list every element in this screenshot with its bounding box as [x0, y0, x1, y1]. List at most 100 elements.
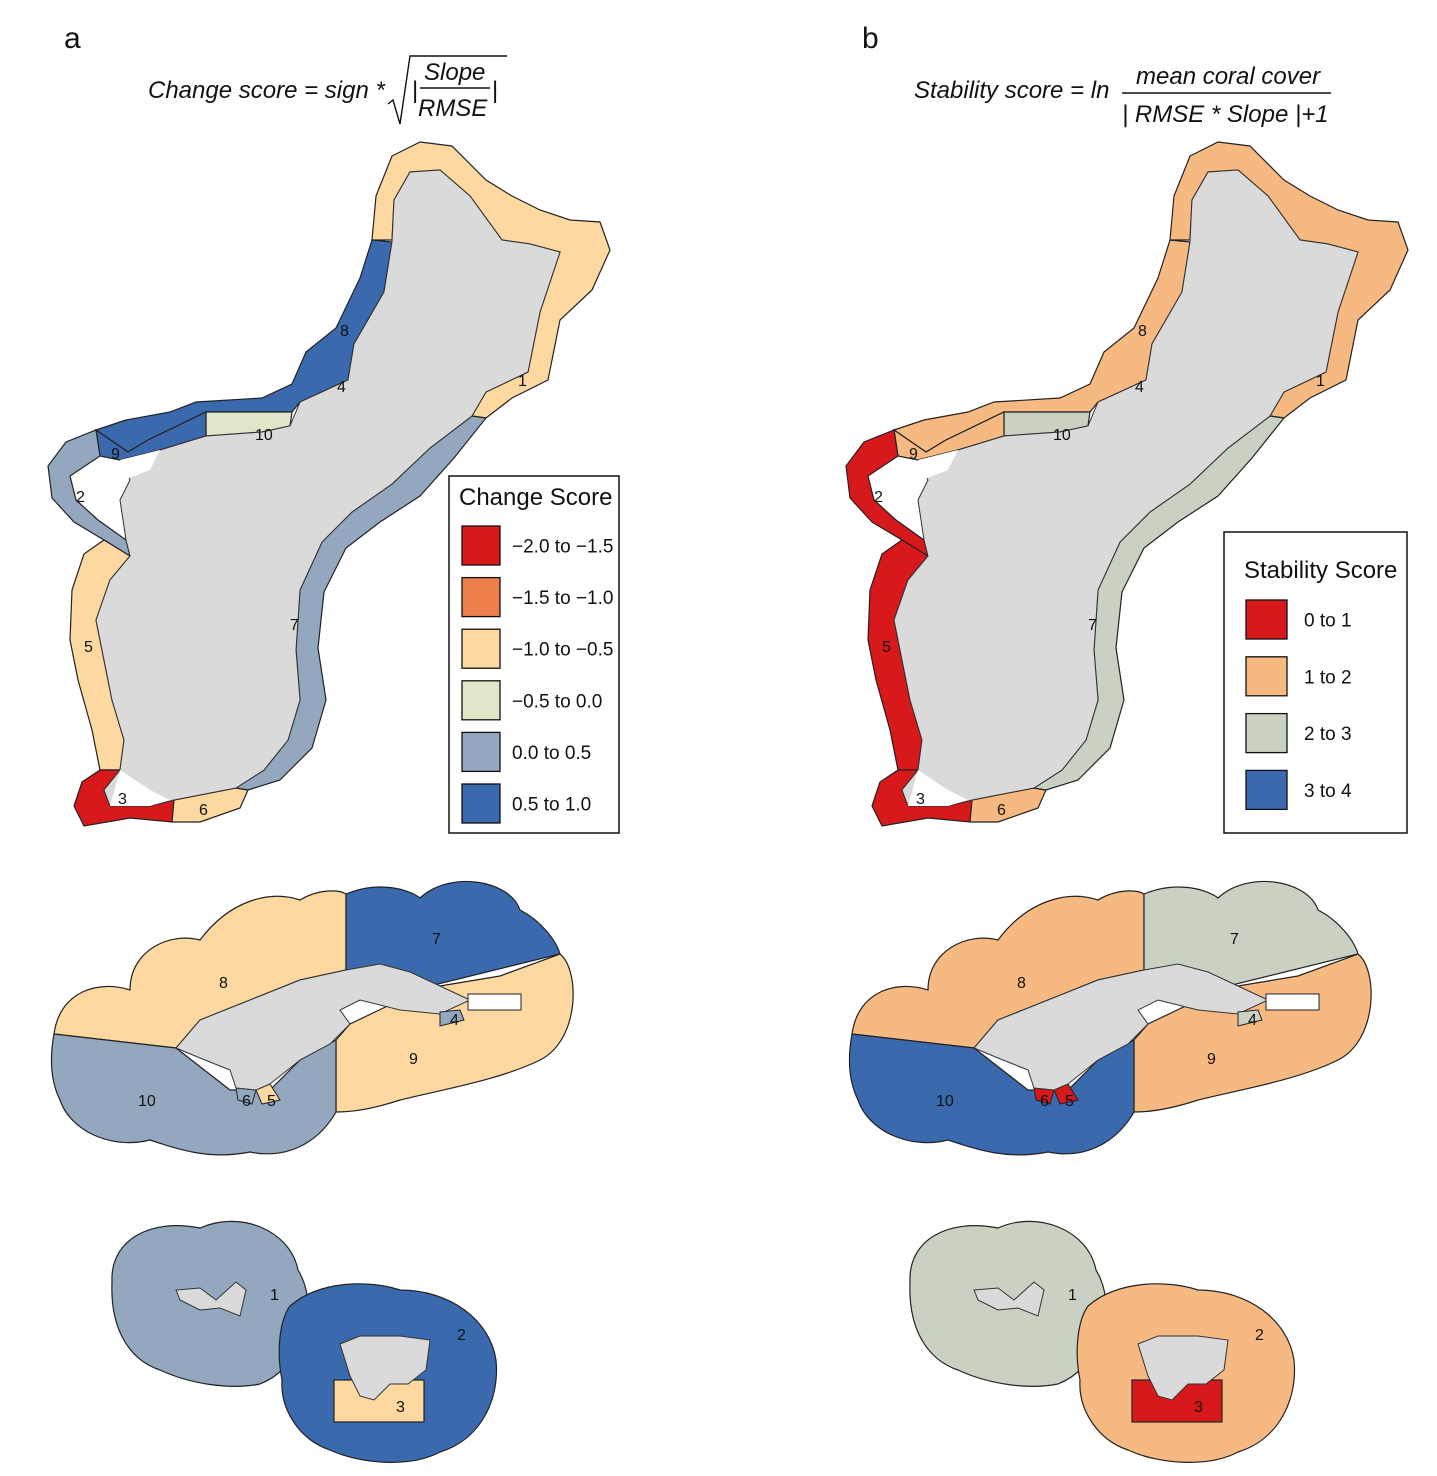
manua-label-1: 1 — [1068, 1287, 1077, 1304]
tutuila-map-b: 4 5 6 7 8 9 10 — [848, 880, 1372, 1156]
guam-label-2: 2 — [76, 489, 85, 506]
tutuila-label-7: 7 — [1230, 931, 1239, 948]
manua-map-a: 1 2 3 — [111, 1220, 498, 1463]
panel-a-letter: a — [64, 22, 81, 55]
tutuila-label-5: 5 — [1065, 1093, 1074, 1110]
legend-b-label-3: 2 to 3 — [1304, 724, 1352, 745]
legend-a-label-4: −0.5 to 0.0 — [512, 691, 602, 712]
guam-label-2: 2 — [874, 489, 883, 506]
guam-white-lagoon-north — [918, 450, 958, 480]
guam-label-10: 10 — [1053, 427, 1071, 444]
tutuila-label-4: 4 — [1248, 1012, 1257, 1029]
legend-b: Stability Score 0 to 1 1 to 2 2 to 3 3 to 4 — [1223, 531, 1408, 834]
guam-label-9: 9 — [909, 446, 918, 463]
formula-a-star: * — [369, 77, 386, 104]
legend-a-swatch-4 — [461, 680, 501, 721]
ofu-olosega-land — [175, 1281, 247, 1317]
formula-a-numerator: Slope — [424, 59, 485, 86]
guam-label-9: 9 — [111, 446, 120, 463]
manua-map-b: 1 2 3 — [909, 1220, 1296, 1463]
legend-a-swatch-6 — [461, 783, 501, 824]
legend-b-label-4: 3 to 4 — [1304, 781, 1352, 802]
panel-b: b Stability score = ln mean coral cover … — [845, 22, 1409, 1463]
manua-label-2: 2 — [457, 1327, 466, 1344]
guam-label-4: 4 — [1135, 379, 1144, 396]
manua-label-3: 3 — [1194, 1399, 1203, 1416]
tutuila-region-7 — [345, 880, 561, 987]
legend-b-label-1: 0 to 1 — [1304, 611, 1352, 632]
guam-label-5: 5 — [882, 639, 891, 656]
svg-text:| RMSE * Slope |+1: | RMSE * Slope |+1 — [1122, 101, 1329, 128]
svg-text:Change score = sign *: Change score = sign * — [148, 77, 385, 104]
stability-score-formula: Stability score = ln mean coral cover | … — [914, 63, 1331, 128]
legend-a-swatch-5 — [461, 731, 501, 773]
guam-label-8: 8 — [340, 323, 349, 340]
tutuila-label-6: 6 — [1040, 1093, 1049, 1110]
manua-label-3: 3 — [396, 1399, 405, 1416]
formula-a-abs-left: | — [412, 77, 418, 104]
panel-b-letter: b — [862, 22, 879, 55]
tutuila-label-10: 10 — [936, 1093, 954, 1110]
tutuila-region-8 — [851, 890, 1145, 1049]
formula-b-den-right: |+1 — [1288, 101, 1328, 128]
tutuila-region-10 — [848, 1033, 1135, 1156]
guam-label-6: 6 — [199, 802, 208, 819]
formula-b-ln: ln — [1091, 77, 1110, 104]
formula-a-abs-right: | — [492, 77, 498, 104]
guam-label-5: 5 — [84, 639, 93, 656]
formula-b-eq: = — [1063, 77, 1090, 104]
guam-label-7: 7 — [1088, 617, 1097, 634]
legend-b-items: 0 to 1 1 to 2 2 to 3 3 to 4 — [1245, 599, 1352, 811]
tutuila-label-9: 9 — [409, 1051, 418, 1068]
guam-map-b: 1 2 3 4 5 6 7 8 9 10 — [845, 141, 1409, 827]
guam-white-lagoon-south — [908, 770, 968, 806]
guam-white-lagoon-north — [120, 450, 160, 480]
legend-a: Change Score −2.0 to −1.5 −1.5 to −1.0 −1.… — [448, 475, 620, 834]
aunuu-inset-box — [467, 993, 522, 1011]
tutuila-land — [973, 963, 1270, 1091]
guam-map-a: 1 2 3 4 5 6 7 8 9 10 — [47, 141, 611, 827]
tutuila-region-4 — [1237, 1009, 1263, 1027]
legend-a-swatch-1 — [461, 525, 501, 566]
ofu-olosega-land — [973, 1281, 1045, 1317]
tutuila-map-a: 4 5 6 7 8 9 10 — [50, 880, 574, 1156]
formula-a-sign: sign — [325, 77, 369, 104]
manua-label-2: 2 — [1255, 1327, 1264, 1344]
tutuila-label-10: 10 — [138, 1093, 156, 1110]
tutuila-label-7: 7 — [432, 931, 441, 948]
legend-a-items: −2.0 to −1.5 −1.5 to −1.0 −1.0 to −0.5 −0.5… — [461, 525, 613, 824]
aunuu-inset-box — [1265, 993, 1320, 1011]
legend-a-swatch-3 — [461, 628, 501, 669]
tutuila-label-8: 8 — [219, 975, 228, 992]
legend-a-label-6: 0.5 to 1.0 — [512, 795, 591, 816]
legend-a-title: Change Score — [459, 484, 612, 511]
tau-land — [1137, 1335, 1229, 1401]
panel-a: a Change score = sign * | Slope RMSE | — [47, 22, 620, 1463]
guam-label-3: 3 — [118, 791, 127, 808]
legend-b-label-2: 1 to 2 — [1304, 667, 1352, 688]
legend-b-swatch-1 — [1245, 599, 1288, 640]
change-score-formula: Change score = sign * | Slope RMSE | — [148, 55, 507, 125]
legend-b-swatch-3 — [1245, 712, 1288, 754]
formula-b-numerator: mean coral cover — [1136, 63, 1321, 90]
legend-a-label-2: −1.5 to −1.0 — [512, 588, 613, 609]
guam-label-3: 3 — [916, 791, 925, 808]
tutuila-label-5: 5 — [267, 1093, 276, 1110]
tau-land — [339, 1335, 431, 1401]
guam-white-lagoon-south — [110, 770, 170, 806]
tutuila-label-6: 6 — [242, 1093, 251, 1110]
legend-b-swatch-4 — [1245, 769, 1288, 811]
tutuila-land — [175, 963, 472, 1091]
legend-b-swatch-2 — [1245, 656, 1288, 697]
formula-a-lhs: Change score — [148, 77, 297, 104]
guam-label-8: 8 — [1138, 323, 1147, 340]
legend-a-swatch-2 — [461, 576, 501, 618]
legend-a-label-1: −2.0 to −1.5 — [512, 537, 613, 558]
formula-b-den-mid: RMSE * Slope — [1135, 101, 1288, 128]
guam-label-6: 6 — [997, 802, 1006, 819]
legend-a-label-5: 0.0 to 0.5 — [512, 743, 591, 764]
tutuila-region-4 — [439, 1009, 465, 1027]
formula-a-eq: = — [297, 77, 324, 104]
guam-label-1: 1 — [518, 373, 527, 390]
